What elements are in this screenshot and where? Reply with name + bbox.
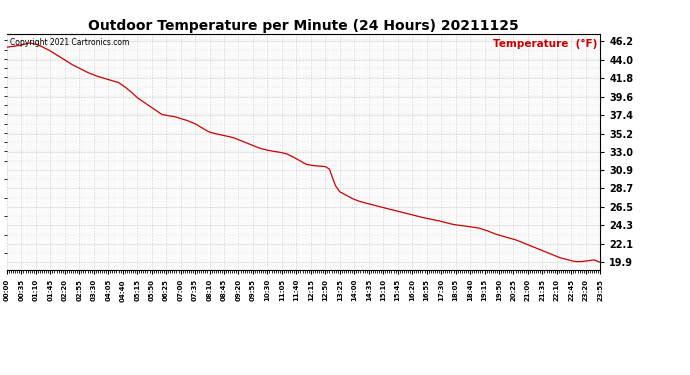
Text: Temperature  (°F): Temperature (°F): [493, 39, 598, 48]
Text: Copyright 2021 Cartronics.com: Copyright 2021 Cartronics.com: [10, 39, 129, 48]
Title: Outdoor Temperature per Minute (24 Hours) 20211125: Outdoor Temperature per Minute (24 Hours…: [88, 19, 519, 33]
